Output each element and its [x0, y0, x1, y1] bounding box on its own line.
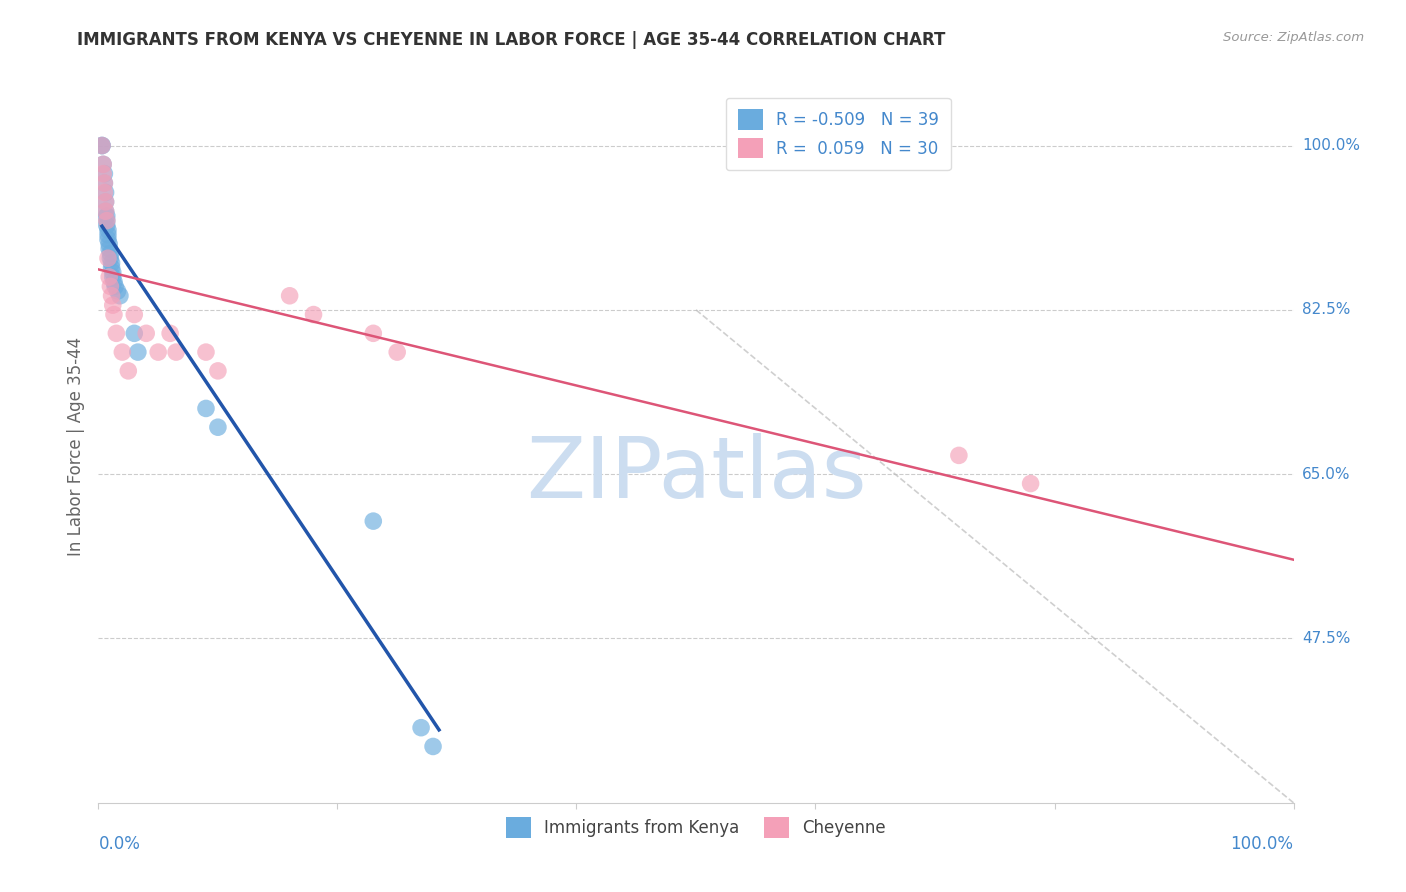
Text: 65.0%: 65.0%: [1302, 467, 1350, 482]
Point: [93, 176, 115, 190]
Point: [94, 186, 117, 200]
Point: [127, 345, 149, 359]
Point: [363, 514, 385, 528]
Point: [165, 345, 187, 359]
Point: [1019, 476, 1042, 491]
Point: [104, 279, 127, 293]
Point: [124, 326, 146, 341]
Point: [91, 167, 114, 181]
Legend: Immigrants from Kenya, Cheyenne: Immigrants from Kenya, Cheyenne: [499, 811, 893, 845]
Point: [103, 275, 125, 289]
Point: [100, 289, 122, 303]
Point: [96, 219, 118, 233]
Text: 47.5%: 47.5%: [1302, 631, 1350, 646]
Point: [94, 204, 117, 219]
Point: [97, 232, 120, 246]
Point: [91, 157, 114, 171]
Point: [93, 186, 115, 200]
Point: [101, 270, 124, 285]
Text: 100.0%: 100.0%: [1302, 138, 1360, 153]
Point: [98, 246, 122, 260]
Point: [96, 213, 118, 227]
Point: [98, 251, 122, 265]
Point: [135, 326, 157, 341]
Point: [411, 721, 433, 735]
Point: [363, 326, 385, 341]
Point: [195, 401, 218, 416]
Point: [159, 326, 181, 341]
Point: [105, 326, 128, 341]
Point: [98, 270, 121, 285]
Point: [91, 138, 114, 153]
Point: [302, 308, 325, 322]
Text: 82.5%: 82.5%: [1302, 302, 1350, 318]
Point: [195, 345, 218, 359]
Point: [97, 227, 120, 242]
Point: [422, 739, 444, 754]
Point: [101, 298, 124, 312]
Point: [124, 308, 146, 322]
Point: [148, 345, 170, 359]
Point: [98, 279, 122, 293]
Point: [100, 256, 122, 270]
Point: [100, 260, 122, 275]
Point: [94, 194, 117, 209]
Point: [91, 138, 114, 153]
Point: [91, 157, 114, 171]
Text: 0.0%: 0.0%: [98, 835, 141, 853]
Point: [108, 289, 131, 303]
Point: [96, 213, 118, 227]
Point: [385, 345, 409, 359]
Text: 100.0%: 100.0%: [1230, 835, 1294, 853]
Point: [98, 237, 121, 252]
Point: [91, 138, 114, 153]
Point: [278, 289, 301, 303]
Point: [107, 284, 129, 298]
Point: [948, 449, 970, 463]
Point: [97, 223, 120, 237]
Point: [98, 242, 121, 256]
Point: [101, 265, 124, 279]
Y-axis label: In Labor Force | Age 35-44: In Labor Force | Age 35-44: [66, 336, 84, 556]
Point: [93, 176, 115, 190]
Point: [94, 194, 117, 209]
Point: [93, 167, 115, 181]
Point: [94, 204, 117, 219]
Text: IMMIGRANTS FROM KENYA VS CHEYENNE IN LABOR FORCE | AGE 35-44 CORRELATION CHART: IMMIGRANTS FROM KENYA VS CHEYENNE IN LAB…: [77, 31, 946, 49]
Point: [117, 364, 139, 378]
Point: [96, 209, 118, 223]
Text: ZIPatlas: ZIPatlas: [526, 433, 866, 516]
Point: [97, 251, 120, 265]
Point: [103, 308, 125, 322]
Point: [207, 364, 229, 378]
Text: Source: ZipAtlas.com: Source: ZipAtlas.com: [1223, 31, 1364, 45]
Point: [111, 345, 134, 359]
Point: [207, 420, 229, 434]
